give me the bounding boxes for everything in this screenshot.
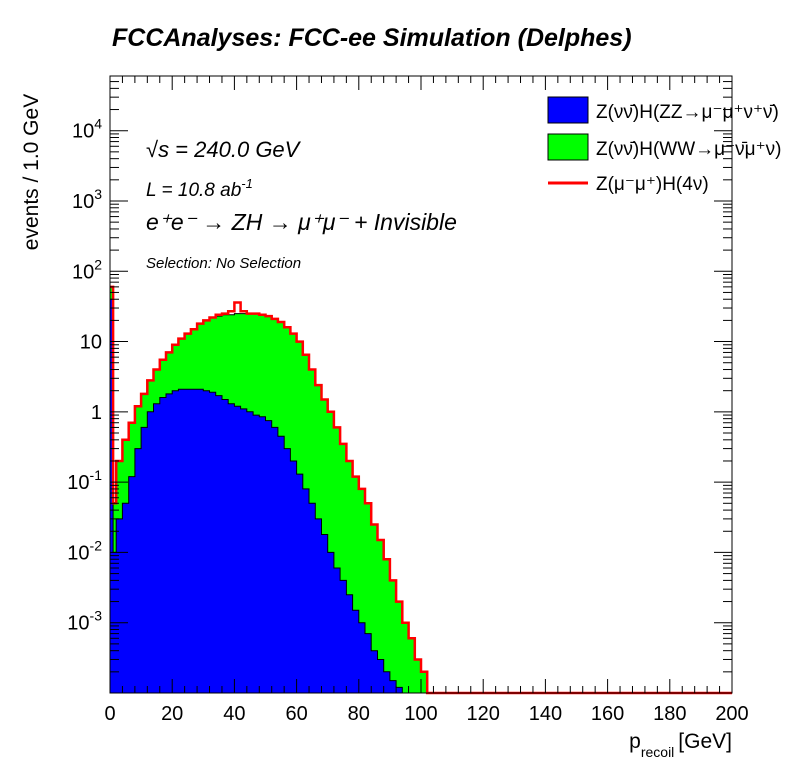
x-tick-label: 40 [223, 703, 245, 725]
legend-label-4nu: Z(μ⁻μ⁺)H(4ν) [596, 174, 709, 195]
y-tick-label: 10-3 [67, 608, 102, 635]
legend-label-zz: Z(νν̄)H(ZZ→μ⁻μ⁺ν⁺ν̄) [596, 102, 779, 123]
y-tick-label: 10 [80, 332, 102, 354]
y-tick-label: 103 [72, 186, 102, 213]
series-fill-0 [109, 298, 732, 694]
legend-swatch-ww [547, 133, 589, 161]
process-label: e⁺e⁻ → ZH → μ⁺μ⁻ + Invisible [146, 209, 457, 235]
y-tick-label: 104 [72, 116, 102, 143]
y-tick-label: 10-2 [67, 537, 102, 564]
x-tick-label: 20 [161, 703, 183, 725]
y-tick-label: 1 [91, 402, 102, 424]
selection-label: Selection: No Selection [146, 255, 301, 272]
y-tick-label: 10-1 [67, 467, 102, 494]
x-tick-label: 200 [715, 703, 748, 725]
plot-area: 0 20 40 60 80 100 120 140 160 180 200 10-3 10-2 10-1 1… [67, 75, 749, 725]
legend-swatch-zz [547, 96, 589, 124]
x-tick-label: 180 [653, 703, 686, 725]
chart-title: FCCAnalyses: FCC-ee Simulation (Delphes) [112, 24, 632, 52]
sqrt-s-label: √s = 240.0 GeV [146, 137, 302, 162]
legend-label-ww: Z(νν̄)H(WW→μ⁻ν̄μ⁺ν) [596, 139, 781, 160]
y-tick-label: 102 [72, 256, 102, 283]
x-axis-label: precoil [GeV] [629, 730, 732, 760]
x-tick-label: 100 [404, 703, 437, 725]
legend: Z(νν̄)H(ZZ→μ⁻μ⁺ν⁺ν̄) Z(νν̄)H(WW→μ⁻ν̄μ⁺ν)… [547, 96, 781, 195]
x-tick-label: 160 [591, 703, 624, 725]
luminosity-label: L = 10.8 ab-1 [146, 176, 253, 201]
x-tick-label: 120 [467, 703, 500, 725]
x-tick-label: 80 [348, 703, 370, 725]
y-axis-label: events / 1.0 GeV [20, 94, 43, 250]
annotations: √s = 240.0 GeV L = 10.8 ab-1 e⁺e⁻ → ZH →… [146, 137, 457, 272]
series-line-4nu [109, 285, 732, 695]
x-tick-label: 140 [529, 703, 562, 725]
x-tick-label: 60 [285, 703, 307, 725]
x-tick-label: 0 [104, 703, 115, 725]
